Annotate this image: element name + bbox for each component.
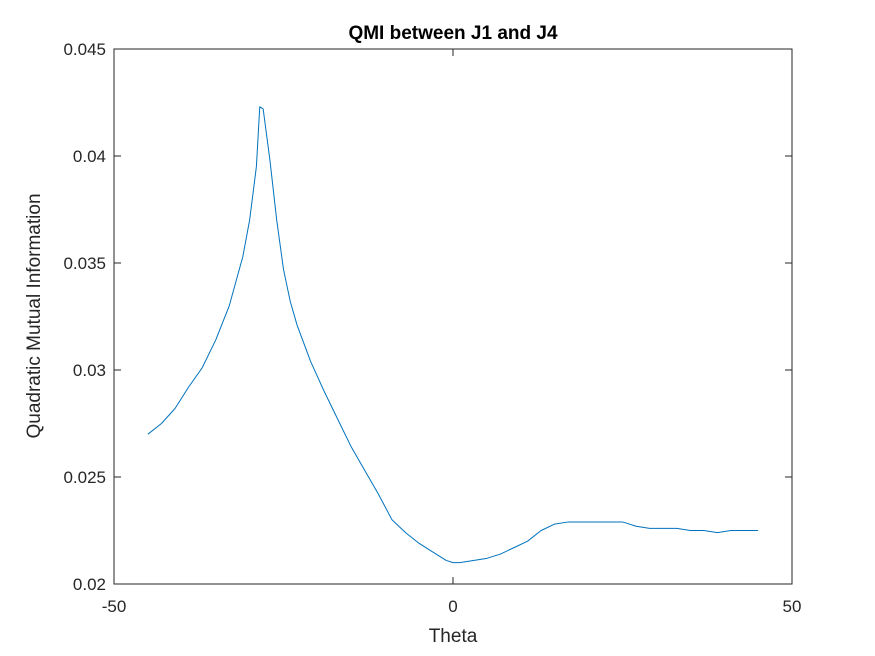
x-axis-label: Theta	[429, 626, 478, 647]
y-tick-label: 0.03	[73, 361, 106, 380]
series-layer	[147, 106, 759, 564]
series-line	[147, 106, 759, 564]
y-axis-label: Quadratic Mutual Information	[24, 193, 45, 438]
y-tick-label: 0.04	[73, 147, 106, 166]
x-tick-label: 50	[783, 597, 802, 616]
plot-area	[114, 49, 792, 584]
y-tick-label: 0.025	[63, 468, 106, 487]
y-tick-label: 0.045	[63, 40, 106, 59]
x-tick-label: -50	[102, 597, 127, 616]
y-tick-label: 0.035	[63, 254, 106, 273]
x-tick-label: 0	[448, 597, 457, 616]
chart-title: QMI between J1 and J4	[348, 23, 557, 44]
tick-layer: -50 0 50 0.02 0.025 0.03 0.035 0.04 0.045	[63, 40, 801, 616]
y-tick-label: 0.02	[73, 575, 106, 594]
